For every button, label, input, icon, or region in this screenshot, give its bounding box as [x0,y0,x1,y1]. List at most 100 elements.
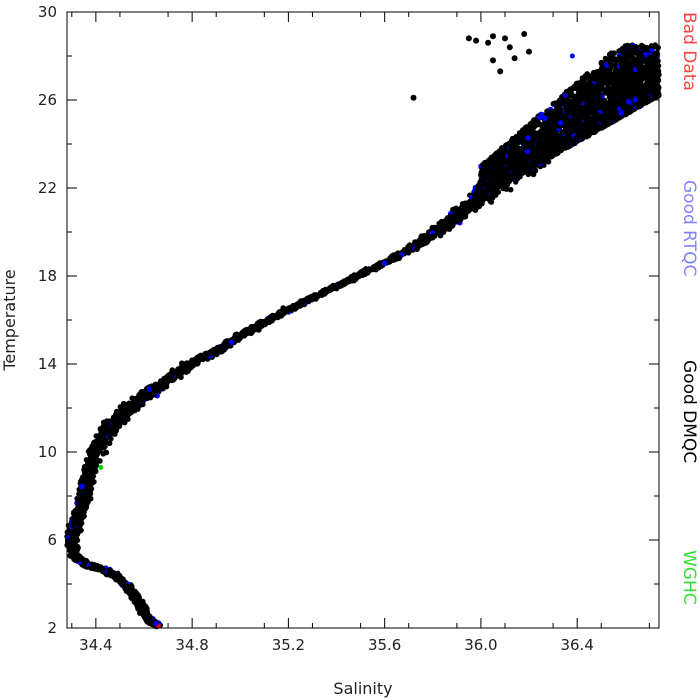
data-point [414,246,420,253]
data-point [177,368,183,374]
data-point [119,411,126,418]
data-point [416,239,423,246]
data-point [134,398,140,404]
data-point [108,569,115,576]
data-point [114,409,120,415]
data-point [82,478,89,485]
data-point [69,542,75,548]
data-point [82,488,89,494]
data-point [91,479,97,485]
data-point [72,520,79,527]
data-point [472,204,478,211]
data-point [129,395,135,402]
data-point [165,377,171,384]
data-point [183,361,190,368]
data-point [421,238,428,245]
data-point [357,270,364,276]
data-point [465,208,472,214]
data-point [249,329,255,336]
data-point [109,426,115,432]
data-point [149,617,155,624]
data-point [117,577,124,584]
data-point [68,547,75,554]
data-point [220,346,227,352]
data-point [373,266,379,273]
data-point [404,246,411,253]
data-point [74,527,80,534]
data-point [169,371,176,377]
data-point [381,260,388,267]
data-point [76,510,83,516]
data-point [69,529,76,536]
data-point [147,392,153,399]
data-point [127,405,133,412]
data-point [311,294,318,301]
data-point [242,329,249,336]
data-point [602,55,609,62]
data-point [454,217,461,224]
data-point [250,324,256,331]
data-point [75,500,82,507]
data-point [472,193,479,200]
data-point [107,434,113,441]
data-point [333,285,340,292]
data-point [74,544,80,550]
data-point [113,424,120,431]
data-point [436,227,442,233]
data-point [256,327,262,333]
data-point [83,466,90,473]
data-point [141,606,147,613]
data-points-layer [64,31,662,630]
data-point [69,534,76,540]
data-point [89,564,96,570]
data-point [327,287,333,293]
data-point [150,384,157,390]
data-point [71,509,78,516]
data-point [373,262,380,269]
data-point [503,186,510,192]
data-point [290,303,296,309]
data-point [103,449,110,456]
data-point [396,254,402,261]
data-point [189,357,195,364]
data-point [74,557,81,563]
data-point [347,277,354,283]
data-point [100,433,106,440]
data-point [457,212,463,218]
data-point [93,457,99,464]
data-point [507,186,514,193]
data-point [82,500,89,506]
data-point [297,303,304,309]
data-point [442,220,448,226]
data-point [452,205,459,212]
data-point [135,592,141,598]
data-point [83,557,89,564]
data-point [141,388,148,395]
data-point [128,583,135,589]
data-point [322,287,329,294]
data-point [391,253,397,259]
data-point [259,322,265,329]
data-point [300,298,307,304]
data-point [365,269,371,275]
data-point [429,234,435,240]
data-point [190,362,197,368]
data-point [102,439,109,445]
data-point [88,468,94,475]
data-point [419,233,425,239]
data-point [129,401,136,407]
data-point [95,440,101,447]
data-point [99,442,106,449]
data-point [129,587,135,594]
data-point [121,582,128,588]
data-point [214,344,221,351]
data-point [467,204,473,210]
data-point [88,486,95,492]
data-point [352,273,358,280]
data-point [160,378,166,385]
data-point [169,367,176,373]
data-point [79,483,85,490]
data-point [121,419,128,426]
data-point [277,311,283,318]
